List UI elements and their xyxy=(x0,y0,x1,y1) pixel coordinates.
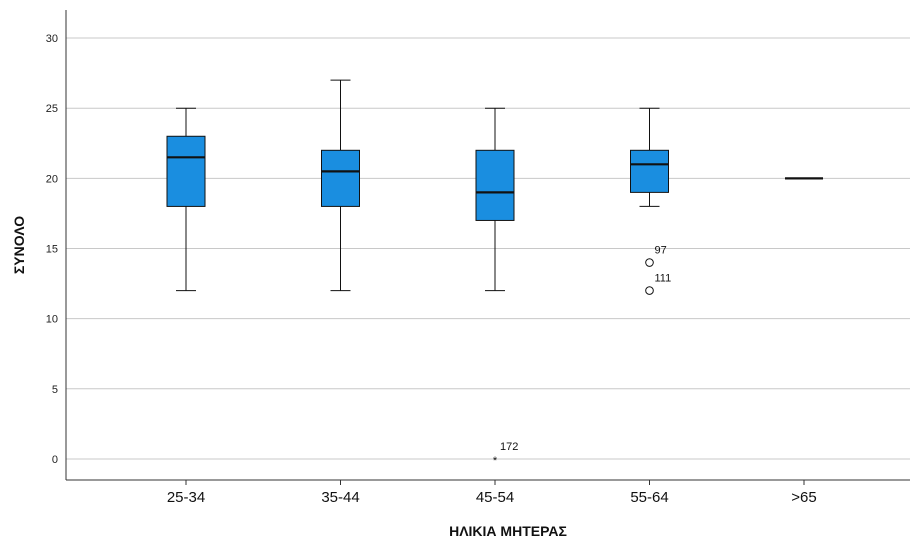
x-axis-title: ΗΛΙΚΙΑ ΜΗΤΕΡΑΣ xyxy=(449,523,567,539)
gridlines xyxy=(66,37,910,460)
box-iqr xyxy=(321,149,360,207)
y-tick-label: 10 xyxy=(46,314,58,326)
x-tick-label: 55-64 xyxy=(630,489,668,506)
y-tick-label: 5 xyxy=(52,384,58,396)
y-axis-title: ΣΥΝΟΛΟ xyxy=(11,216,27,274)
outlier-label: 172 xyxy=(500,441,518,453)
x-axis-ticks: 25-34 35-44 45-54 55-64 >65 xyxy=(167,480,817,506)
extreme-marker: * xyxy=(493,455,498,467)
outlier-label: 97 xyxy=(655,245,667,257)
box-55-64 xyxy=(630,107,669,207)
x-tick-label: 45-54 xyxy=(476,489,514,506)
box-25-34 xyxy=(166,107,206,292)
box-iqr xyxy=(475,149,515,221)
outlier-marker xyxy=(645,258,654,267)
y-axis-ticks: 0 5 10 15 20 25 30 xyxy=(46,33,58,466)
y-tick-label: 15 xyxy=(46,244,58,256)
y-tick-label: 0 xyxy=(52,454,58,466)
outlier-marker xyxy=(645,286,654,295)
box-35-44 xyxy=(321,79,360,292)
box-iqr xyxy=(166,135,206,207)
outliers: *172 97 111 xyxy=(493,245,671,467)
boxes xyxy=(166,79,823,292)
y-tick-label: 30 xyxy=(46,33,58,45)
y-tick-label: 20 xyxy=(46,173,58,185)
y-tick-label: 25 xyxy=(46,103,58,115)
x-tick-label: 35-44 xyxy=(321,489,359,506)
x-tick-label: 25-34 xyxy=(167,489,205,506)
outlier-label: 111 xyxy=(655,273,672,285)
box-45-54 xyxy=(475,107,515,292)
box-iqr xyxy=(630,149,669,193)
x-tick-label: >65 xyxy=(791,489,816,506)
